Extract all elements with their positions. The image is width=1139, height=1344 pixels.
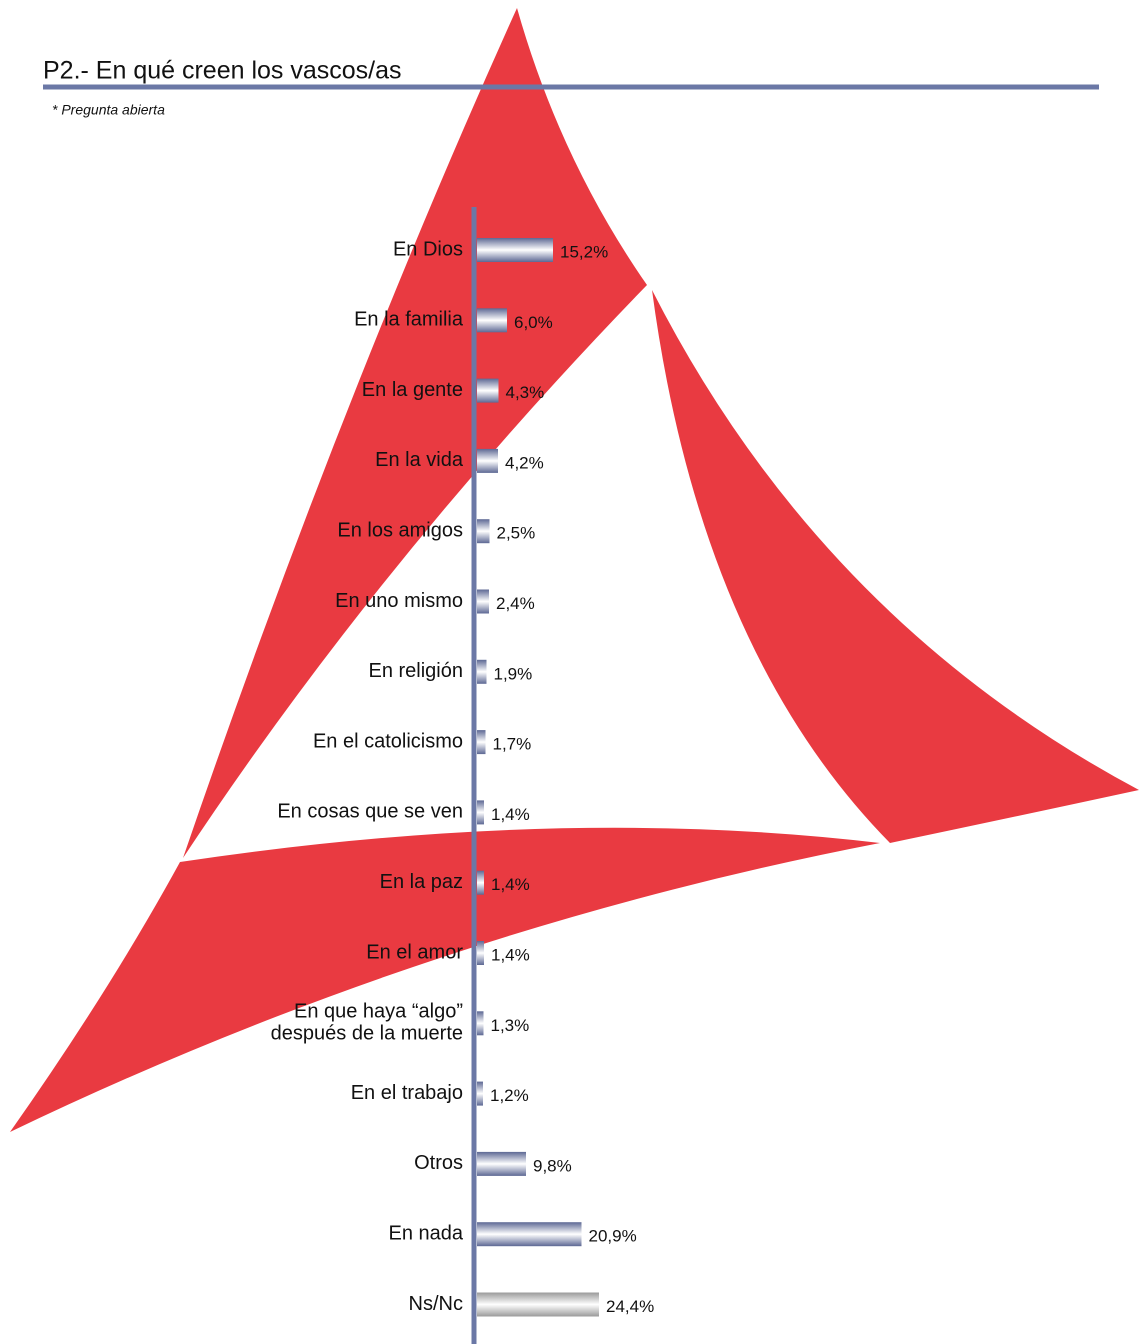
decor-sail bbox=[183, 8, 647, 858]
value-label: 2,4% bbox=[496, 594, 535, 613]
bar bbox=[477, 1081, 483, 1106]
bar bbox=[477, 941, 484, 965]
bar bbox=[477, 870, 484, 895]
category-label: En que haya “algo” después de la muerte bbox=[271, 1001, 463, 1045]
category-label: En la vida bbox=[375, 449, 464, 471]
value-label: 4,2% bbox=[505, 453, 544, 472]
bar bbox=[477, 308, 507, 333]
value-label: 1,2% bbox=[490, 1086, 529, 1105]
category-label: En el catolicismo bbox=[313, 730, 463, 752]
value-label: 1,7% bbox=[493, 735, 532, 754]
value-label: 9,8% bbox=[533, 1156, 572, 1175]
category-label: En Dios bbox=[393, 238, 463, 260]
bar bbox=[477, 1151, 526, 1176]
value-label: 4,3% bbox=[506, 383, 545, 402]
category-label: En la familia bbox=[354, 309, 464, 331]
bar bbox=[477, 800, 484, 825]
decor-sail bbox=[10, 827, 880, 1132]
bar bbox=[477, 519, 490, 544]
bar bbox=[477, 1292, 599, 1317]
category-label: En religión bbox=[368, 660, 463, 682]
value-label: 15,2% bbox=[560, 242, 608, 261]
value-label: 1,3% bbox=[491, 1016, 530, 1035]
bar bbox=[477, 238, 553, 262]
subtitle: * Pregunta abierta bbox=[52, 102, 165, 118]
category-label: En el amor bbox=[366, 941, 463, 963]
bar bbox=[477, 448, 498, 473]
bar bbox=[477, 730, 486, 755]
value-label: 1,4% bbox=[491, 805, 530, 824]
value-label: 1,4% bbox=[491, 945, 530, 964]
bar bbox=[477, 1222, 582, 1247]
bar bbox=[477, 659, 487, 684]
bar bbox=[477, 1011, 484, 1036]
value-label: 24,4% bbox=[606, 1297, 654, 1316]
decor-sail bbox=[652, 290, 1139, 843]
value-label: 2,5% bbox=[497, 524, 536, 543]
value-label: 6,0% bbox=[514, 313, 553, 332]
category-label: En la paz bbox=[380, 871, 463, 893]
category-label: En los amigos bbox=[337, 519, 463, 541]
category-label: Ns/Nc bbox=[409, 1293, 463, 1315]
category-label: En el trabajo bbox=[351, 1082, 463, 1104]
value-label: 20,9% bbox=[589, 1227, 637, 1246]
bar bbox=[477, 378, 499, 403]
category-label: En cosas que se ven bbox=[277, 801, 463, 823]
category-label: En la gente bbox=[362, 379, 463, 401]
category-label: En uno mismo bbox=[335, 590, 463, 612]
bar bbox=[477, 589, 489, 614]
category-label: Otros bbox=[414, 1152, 463, 1174]
category-label: En nada bbox=[388, 1222, 463, 1244]
title: P2.- En qué creen los vascos/as bbox=[43, 57, 402, 85]
value-label: 1,9% bbox=[494, 664, 533, 683]
value-label: 1,4% bbox=[491, 875, 530, 894]
